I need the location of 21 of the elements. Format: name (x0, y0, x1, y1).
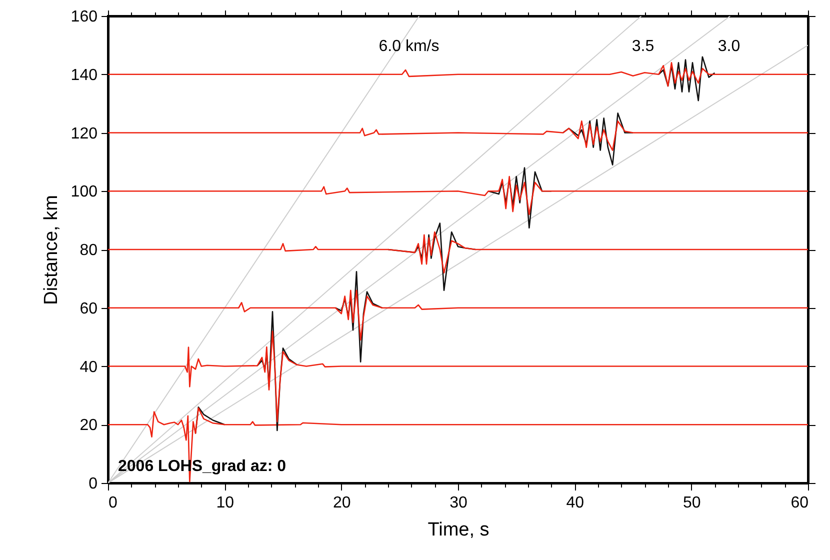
annotation: 3.5 (632, 38, 654, 55)
annotation: 3.0 (718, 38, 740, 55)
x-tick-label: 50 (682, 494, 701, 512)
x-tick-label: 10 (216, 494, 234, 512)
x-tick-label: 60 (790, 494, 809, 512)
y-tick-label: 40 (80, 358, 98, 376)
x-axis-title: Time, s (428, 520, 490, 540)
y-tick-label: 80 (80, 242, 98, 259)
y-tick-label: 20 (80, 417, 98, 434)
y-tick-label: 0 (88, 476, 98, 492)
y-axis-title: Distance, km (40, 195, 62, 305)
annotation: 6.0 km/s (378, 38, 440, 55)
x-tick-label: 0 (108, 494, 118, 512)
x-tick-label: 40 (566, 494, 584, 512)
x-tick-label: 30 (450, 494, 468, 512)
y-tick-label: 60 (80, 300, 98, 318)
x-tick-label: 20 (332, 494, 351, 512)
y-tick-label: 140 (70, 66, 98, 84)
y-tick-label: 120 (70, 125, 98, 142)
y-tick-label: 100 (70, 184, 98, 201)
y-tick-label: 160 (70, 8, 98, 26)
